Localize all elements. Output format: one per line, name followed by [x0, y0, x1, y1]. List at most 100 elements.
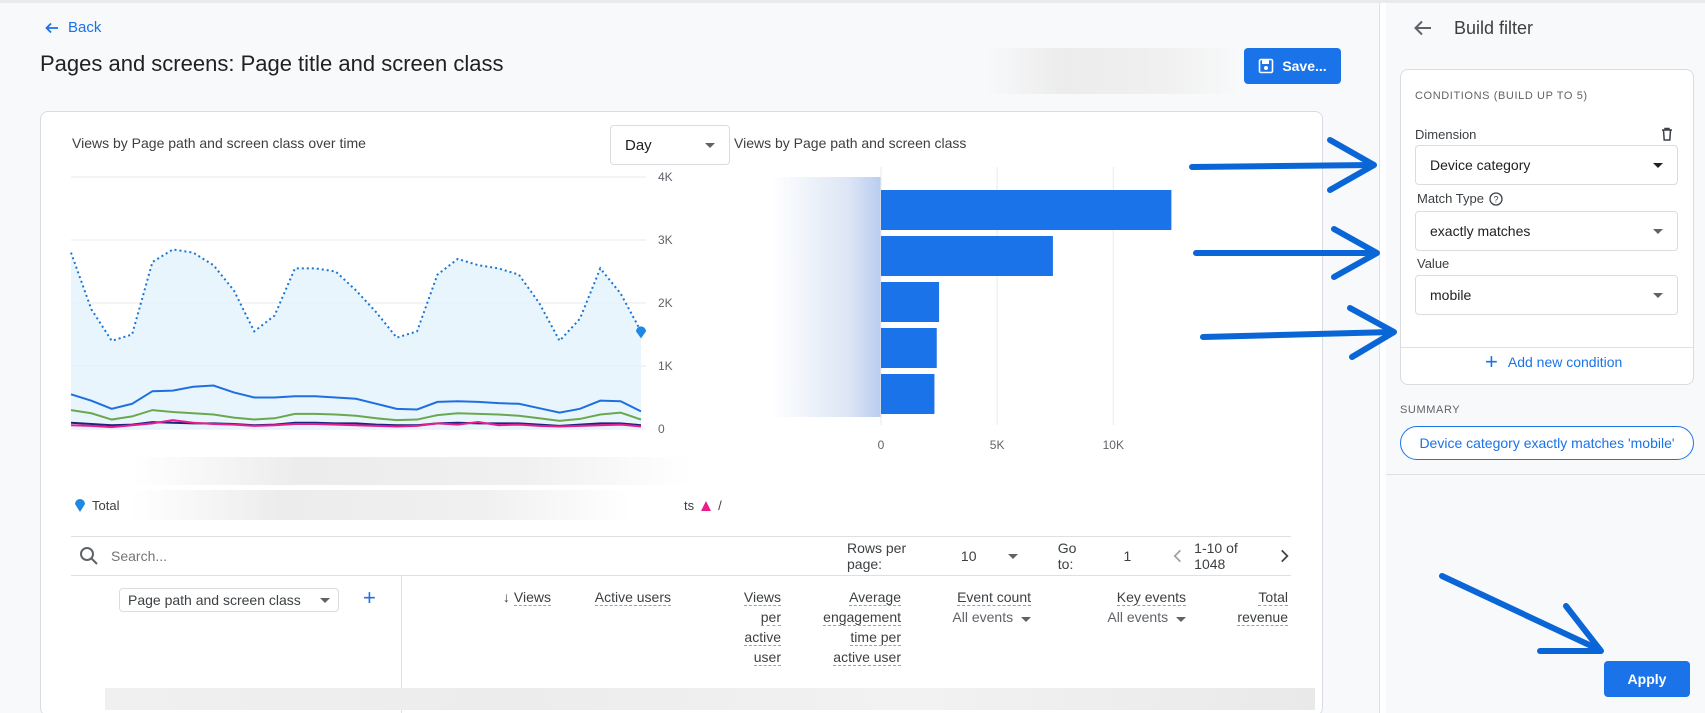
- col-active-users[interactable]: Active users: [551, 587, 671, 607]
- col-total-revenue[interactable]: Total revenue: [1201, 587, 1288, 627]
- goto-label: Go to:: [1057, 540, 1077, 572]
- col-views-per-user[interactable]: Views per active user: [711, 587, 781, 667]
- chevron-down-icon: [1653, 162, 1663, 168]
- col-active-users-label: Active users: [594, 589, 671, 606]
- trash-icon[interactable]: [1659, 126, 1675, 142]
- top-border: [0, 0, 1705, 3]
- col-label-line: per: [760, 609, 781, 626]
- col-key-events[interactable]: Key events All events: [1071, 587, 1186, 627]
- value-select[interactable]: mobile: [1415, 275, 1678, 315]
- bar-chart: 0 5K 10K: [771, 167, 1172, 452]
- col-label-line: active user: [833, 649, 901, 666]
- chevron-down-icon: [705, 142, 715, 148]
- legend-total: Total: [74, 498, 119, 513]
- add-dimension-button[interactable]: +: [363, 585, 376, 610]
- save-icon: [1259, 58, 1274, 74]
- legend-total-label: Total: [92, 498, 120, 513]
- y-tick-label: 1K: [658, 359, 673, 373]
- dimension-select[interactable]: Device category: [1415, 145, 1678, 185]
- page-range: 1-10 of 1048: [1194, 540, 1238, 572]
- col-label-line: time per: [850, 629, 901, 646]
- series-line: [70, 384, 642, 414]
- col-event-count[interactable]: Event count All events: [921, 587, 1031, 627]
- conditions-box: CONDITIONS (BUILD UP TO 5) Dimension Dev…: [1400, 69, 1694, 385]
- col-label-line: revenue: [1237, 609, 1288, 626]
- col-avg-engagement[interactable]: Average engagement time per active user: [791, 587, 901, 667]
- match-type-label-text: Match Type: [1417, 191, 1484, 206]
- apply-button[interactable]: Apply: [1604, 661, 1690, 697]
- col-label-line: active: [744, 629, 781, 646]
- arrow-left-icon: [45, 22, 58, 33]
- rows-per-page-label: Rows per page:: [847, 540, 907, 572]
- col-event-count-label: Event count: [957, 589, 1031, 606]
- series-end-marker: [636, 326, 646, 339]
- search-input[interactable]: [111, 548, 511, 564]
- dimension-select-value: Page path and screen class: [128, 592, 301, 608]
- add-condition-label: Add new condition: [1507, 354, 1623, 370]
- series-area: [71, 249, 641, 429]
- x-tick-label: 10K: [1103, 438, 1124, 452]
- pagination: Rows per page: 10 Go to: 1 1-10 of 1048: [847, 537, 1291, 575]
- y-tick-label: 0: [658, 422, 665, 436]
- blurred-legend: [131, 490, 631, 520]
- period-select-value: Day: [625, 136, 652, 154]
- goto-input[interactable]: 1: [1123, 548, 1132, 564]
- arrow-left-icon[interactable]: [1412, 17, 1434, 39]
- divider: [71, 575, 1291, 576]
- series-line-total: [70, 248, 642, 343]
- dimension-select[interactable]: Page path and screen class: [119, 588, 339, 612]
- col-views-label: Views: [513, 589, 551, 606]
- table-toolbar: Rows per page: 10 Go to: 1 1-10 of 1048: [71, 537, 1291, 575]
- bar-chart-title: Views by Page path and screen class: [734, 135, 967, 151]
- summary-label: SUMMARY: [1400, 404, 1461, 416]
- legend-truncated-label: ts: [684, 498, 695, 513]
- svg-text:?: ?: [1493, 194, 1498, 204]
- key-events-filter[interactable]: All events: [1071, 607, 1186, 627]
- help-icon[interactable]: ?: [1489, 191, 1503, 206]
- table-header: Page path and screen class + ↓ Views Acti…: [71, 575, 1291, 713]
- dimension-value: Device category: [1430, 157, 1531, 173]
- blurred-legend: [131, 457, 691, 485]
- back-label: Back: [68, 19, 102, 36]
- col-label-line: Average: [849, 589, 901, 606]
- x-tick-label: 0: [878, 438, 885, 452]
- plus-icon: +: [1485, 349, 1498, 374]
- y-tick-label: 3K: [658, 233, 673, 247]
- chevron-down-icon: [320, 597, 330, 603]
- search-icon: [80, 547, 98, 565]
- bar: [881, 190, 1172, 230]
- panel-title: Build filter: [1454, 17, 1534, 38]
- event-count-filter-label: All events: [952, 609, 1014, 625]
- match-type-value: exactly matches: [1430, 223, 1531, 239]
- bar: [881, 374, 935, 414]
- divider: [1401, 347, 1693, 348]
- value-value: mobile: [1430, 287, 1472, 303]
- col-key-events-label: Key events: [1116, 589, 1186, 606]
- x-tick-label: 5K: [990, 438, 1005, 452]
- col-label-line: engagement: [823, 609, 901, 626]
- chevron-left-icon[interactable]: [1171, 548, 1184, 564]
- col-views[interactable]: ↓ Views: [461, 587, 551, 607]
- event-count-filter[interactable]: All events: [921, 607, 1031, 627]
- chevron-down-icon: [1176, 617, 1186, 622]
- report-area: Back Pages and screens: Page title and s…: [0, 3, 1380, 713]
- chevron-right-icon[interactable]: [1278, 548, 1291, 564]
- divider: [71, 536, 1291, 537]
- match-type-select[interactable]: exactly matches: [1415, 211, 1678, 251]
- bar: [881, 236, 1053, 276]
- chevron-down-icon[interactable]: [1007, 553, 1018, 559]
- line-chart-title: Views by Page path and screen class over…: [72, 135, 366, 151]
- period-select[interactable]: Day: [610, 125, 730, 165]
- col-label-line: user: [753, 649, 781, 666]
- rows-per-page-select[interactable]: 10: [960, 548, 977, 564]
- back-link[interactable]: Back: [44, 19, 101, 36]
- save-button[interactable]: Save...: [1244, 48, 1341, 84]
- series-line: [70, 419, 642, 429]
- chevron-down-icon: [1653, 228, 1663, 234]
- blurred-region: [985, 48, 1240, 94]
- summary-chip: Device category exactly matches 'mobile': [1400, 426, 1694, 460]
- add-condition-button[interactable]: + Add new condition: [1485, 349, 1623, 374]
- bar: [881, 328, 937, 368]
- bar: [881, 282, 940, 322]
